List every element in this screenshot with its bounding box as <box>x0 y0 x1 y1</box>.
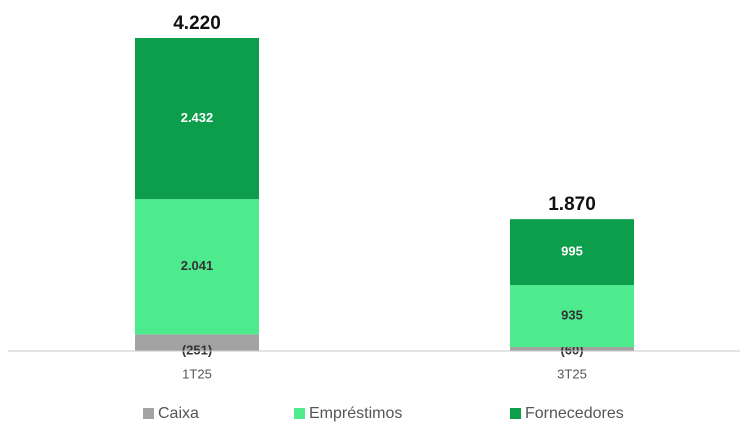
value-label: 995 <box>561 244 583 259</box>
value-label: 2.432 <box>181 110 214 125</box>
value-label: (251) <box>182 342 212 357</box>
bar-segment <box>135 199 259 335</box>
bar-segment <box>135 334 259 351</box>
legend-swatch <box>510 408 521 419</box>
x-tick-label: 1T25 <box>182 366 212 381</box>
bar-segment <box>510 285 634 348</box>
value-label: 935 <box>561 307 583 322</box>
bar-segment <box>510 347 634 351</box>
bar-segment <box>135 38 259 200</box>
legend-label: Fornecedores <box>525 405 624 422</box>
value-label: 2.041 <box>181 258 214 273</box>
legend-swatch <box>143 408 154 419</box>
legend-label: Empréstimos <box>309 405 402 422</box>
bar-segment <box>510 219 634 286</box>
legend-label: Caixa <box>158 405 199 422</box>
total-label: 1.870 <box>548 194 596 215</box>
legend-swatch <box>294 408 305 419</box>
total-label: 4.220 <box>173 13 221 34</box>
x-tick-label: 3T25 <box>557 366 587 381</box>
